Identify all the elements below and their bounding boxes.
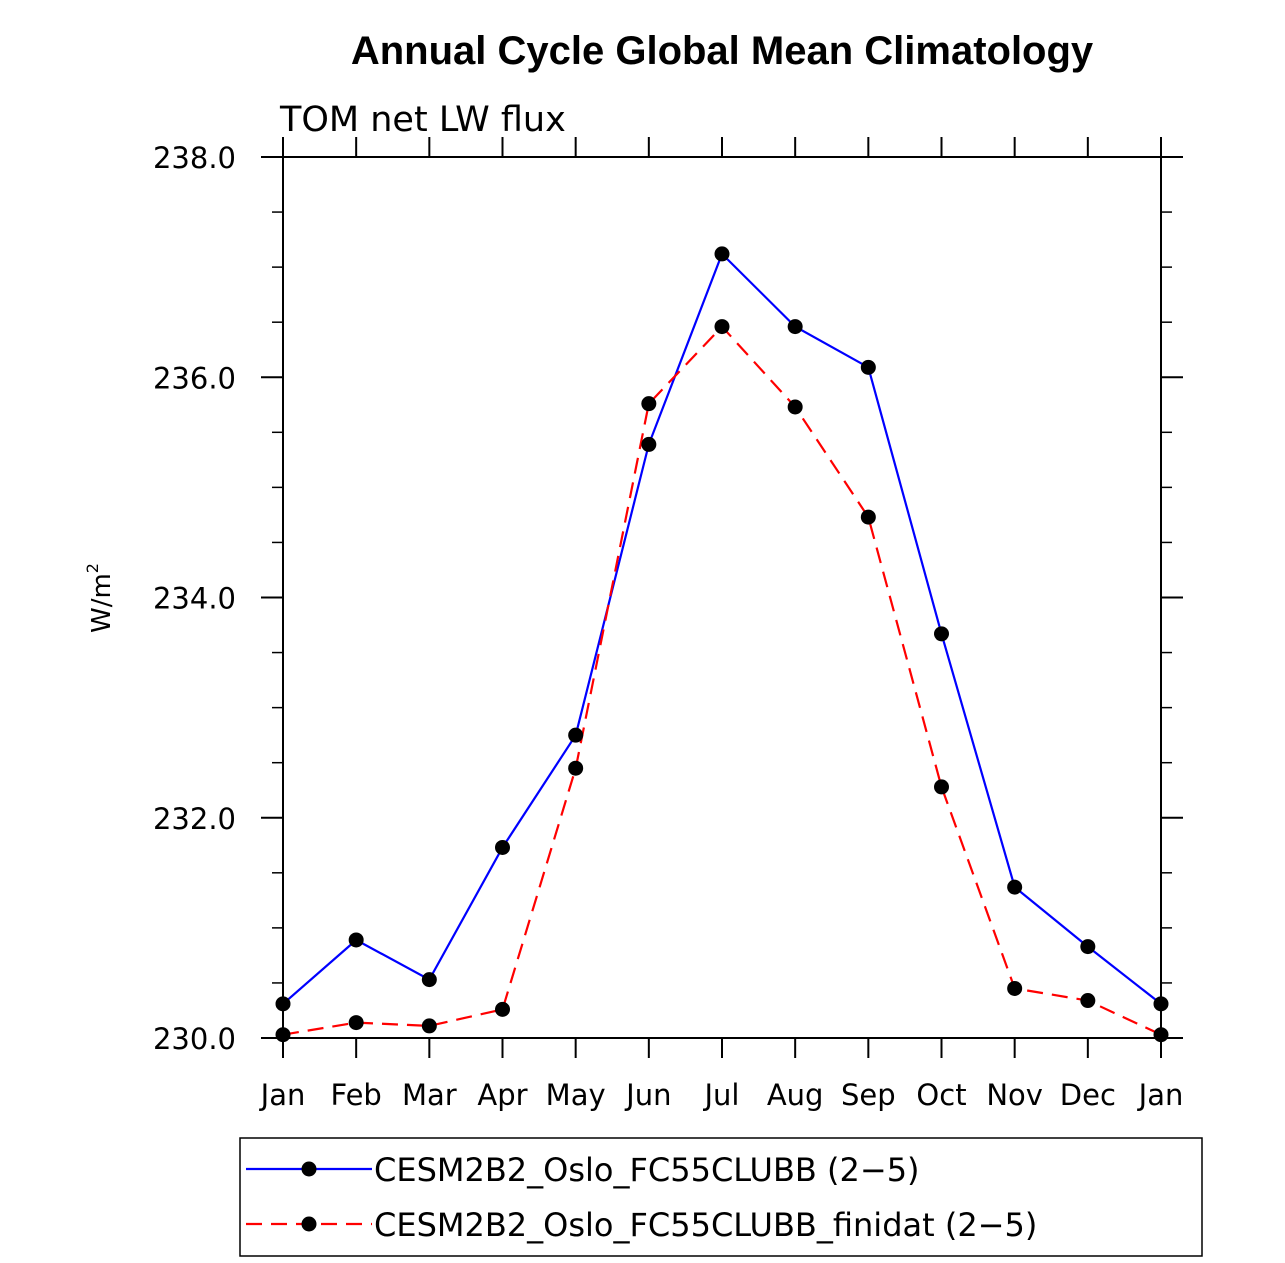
series-1-point [714,246,730,262]
legend-label-series-1: CESM2B2_Oslo_FC55CLUBB (2−5) [374,1151,920,1189]
legend-box [239,1137,1203,1257]
chart-subtitle: TOM net LW flux [279,100,566,140]
x-tick-label: Jan [259,1078,306,1112]
x-tick-label: Mar [402,1078,457,1112]
legend-marker-series-2 [301,1216,317,1232]
y-axis-label-unit: W/m [87,573,117,633]
series-1-point [1080,939,1096,955]
series-2-point [275,1027,291,1043]
series-1-point [860,359,876,375]
y-tick-label: 236.0 [153,361,236,395]
series-2-line [282,324,1162,1036]
series-2-point [1007,980,1023,996]
x-tick-label: Dec [1060,1078,1116,1112]
x-tick-label: Aug [767,1078,824,1112]
x-tick-label: Jan [1137,1078,1184,1112]
x-tick-label: Jun [624,1078,671,1112]
series-2-point [934,779,949,795]
x-tick-label: Feb [330,1078,381,1112]
series-1-point [275,996,291,1012]
chart-title: Annual Cycle Global Mean Climatology [351,29,1094,73]
series-1-point [348,932,364,948]
x-tick-label: May [546,1078,606,1112]
series-1-point [421,972,437,988]
x-tick-label: Jul [703,1078,740,1112]
y-tick-label: 234.0 [153,582,236,616]
series-2-point [860,509,876,525]
series-1-point [787,319,803,335]
x-tick-label: Apr [477,1078,527,1112]
series-2-point [421,1018,437,1034]
x-tick-label: Sep [841,1078,896,1112]
legend: CESM2B2_Oslo_FC55CLUBB (2−5) CESM2B2_Osl… [239,1137,1203,1257]
y-axis-label: W/m2 [83,563,117,633]
series-2-point [1153,1027,1169,1043]
series-2-point [714,319,730,335]
legend-marker-series-1 [301,1161,317,1177]
series-layer [275,246,1169,1043]
legend-label-series-2: CESM2B2_Oslo_FC55CLUBB_finidat (2−5) [374,1206,1037,1244]
series-2-point [568,760,584,776]
x-tick-label: Oct [916,1078,966,1112]
series-1-point [934,626,949,642]
x-tick-label: Nov [986,1078,1043,1112]
series-2-point [1080,993,1096,1009]
series-2-point [641,396,657,412]
series-1-line [282,251,1162,1005]
series-1-point [495,839,510,855]
series-1-point [641,436,657,452]
series-1-point [1153,996,1169,1012]
plot-axes: Jan Feb Mar Apr May Jun Jul Aug Sep Oct Nov Dec Jan 2… [153,137,1183,1112]
series-2-point [495,1001,510,1017]
y-axis-label-exponent: 2 [83,563,102,573]
y-tick-label: 230.0 [153,1022,236,1056]
plot-frame [282,156,1162,1039]
y-tick-label: 232.0 [153,802,236,836]
series-2-point [787,399,803,415]
y-tick-label: 238.0 [153,141,236,175]
series-1-point [568,727,584,743]
series-2-point [348,1015,364,1031]
series-1-point [1007,879,1023,895]
